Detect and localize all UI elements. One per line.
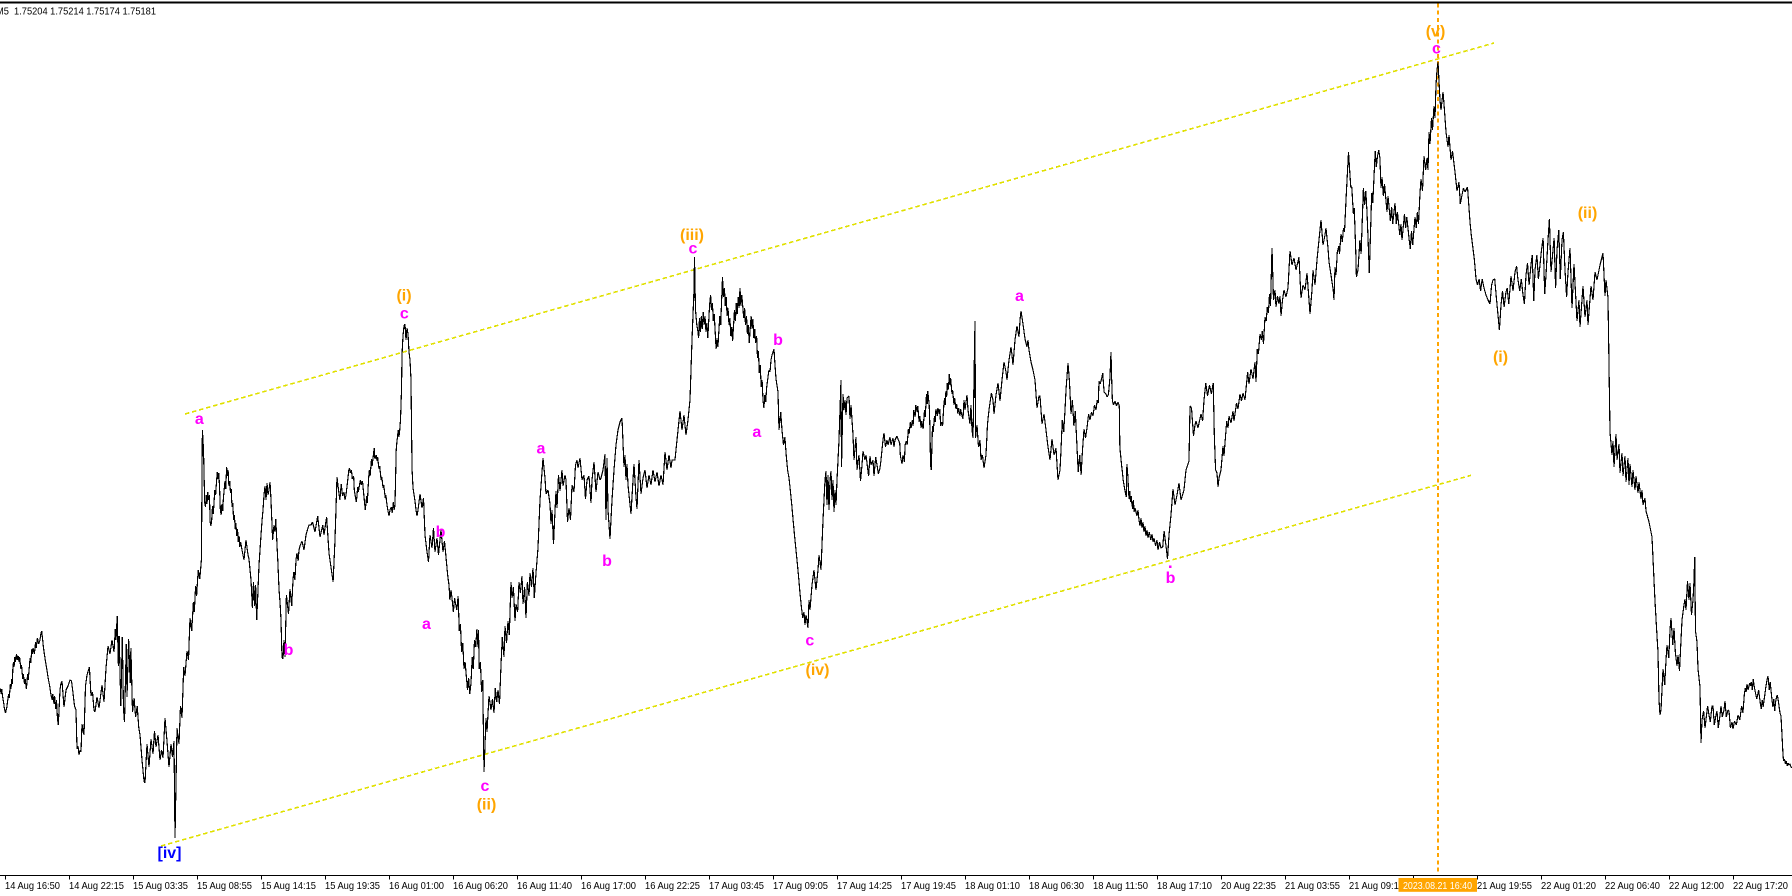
svg-text:15 Aug 14:15: 15 Aug 14:15 [261, 880, 316, 892]
svg-text:(iii): (iii) [680, 227, 704, 244]
svg-text:b: b [284, 642, 294, 659]
svg-text:15 Aug 08:55: 15 Aug 08:55 [197, 880, 252, 892]
svg-text:c: c [689, 241, 698, 258]
svg-text:17 Aug 09:05: 17 Aug 09:05 [773, 880, 828, 892]
svg-text:17 Aug 19:45: 17 Aug 19:45 [901, 880, 956, 892]
svg-text:21 Aug 03:55: 21 Aug 03:55 [1285, 880, 1340, 892]
svg-text:18 Aug 11:50: 18 Aug 11:50 [1093, 880, 1148, 892]
svg-text:a: a [752, 424, 761, 441]
svg-text:16 Aug 22:25: 16 Aug 22:25 [645, 880, 700, 892]
svg-text:c: c [805, 633, 814, 650]
svg-text:16 Aug 11:40: 16 Aug 11:40 [517, 880, 572, 892]
svg-text:14 Aug 16:50: 14 Aug 16:50 [5, 880, 60, 892]
svg-text:2023.08.21 16:40: 2023.08.21 16:40 [1403, 880, 1472, 892]
svg-text:22 Aug 12:00: 22 Aug 12:00 [1669, 880, 1724, 892]
svg-text:b: b [602, 553, 612, 570]
svg-text:(ii): (ii) [477, 797, 497, 814]
svg-text:b: b [773, 332, 783, 349]
svg-text:(i): (i) [1493, 349, 1508, 366]
svg-text:18 Aug 06:30: 18 Aug 06:30 [1029, 880, 1084, 892]
svg-text:a: a [195, 411, 204, 428]
svg-text:(v): (v) [1426, 24, 1446, 41]
svg-text:(iv): (iv) [806, 662, 830, 679]
svg-text:17 Aug 03:45: 17 Aug 03:45 [709, 880, 764, 892]
svg-text:a: a [536, 441, 545, 458]
svg-text:22 Aug 17:20: 22 Aug 17:20 [1733, 880, 1788, 892]
svg-text:c: c [1432, 41, 1441, 58]
svg-text:a: a [1015, 288, 1024, 305]
svg-text:16 Aug 17:00: 16 Aug 17:00 [581, 880, 636, 892]
svg-text:a: a [422, 616, 431, 633]
svg-text:22 Aug 01:20: 22 Aug 01:20 [1541, 880, 1596, 892]
svg-text:c: c [400, 306, 409, 323]
svg-text:(ii): (ii) [1578, 205, 1598, 222]
svg-text:21 Aug 09:15: 21 Aug 09:15 [1349, 880, 1404, 892]
svg-text:c: c [481, 778, 490, 795]
svg-text:21 Aug 19:55: 21 Aug 19:55 [1477, 880, 1532, 892]
svg-text:22 Aug 06:40: 22 Aug 06:40 [1605, 880, 1660, 892]
svg-text:16 Aug 01:00: 16 Aug 01:00 [389, 880, 444, 892]
svg-text:15 Aug 19:35: 15 Aug 19:35 [325, 880, 380, 892]
svg-text:(i): (i) [396, 288, 411, 305]
svg-text:b: b [436, 524, 446, 541]
svg-text:[iv]: [iv] [158, 845, 182, 862]
svg-text:14 Aug 22:15: 14 Aug 22:15 [69, 880, 124, 892]
svg-text:17 Aug 14:25: 17 Aug 14:25 [837, 880, 892, 892]
svg-text:b: b [1166, 570, 1176, 587]
svg-text:18 Aug 01:10: 18 Aug 01:10 [965, 880, 1020, 892]
svg-text:M5 1.75204 1.75214 1.75174 1.: M5 1.75204 1.75214 1.75174 1.75181 [0, 6, 156, 18]
svg-text:20 Aug 22:35: 20 Aug 22:35 [1221, 880, 1276, 892]
svg-text:15 Aug 03:35: 15 Aug 03:35 [133, 880, 188, 892]
svg-text:16 Aug 06:20: 16 Aug 06:20 [453, 880, 508, 892]
svg-text:18 Aug 17:10: 18 Aug 17:10 [1157, 880, 1212, 892]
